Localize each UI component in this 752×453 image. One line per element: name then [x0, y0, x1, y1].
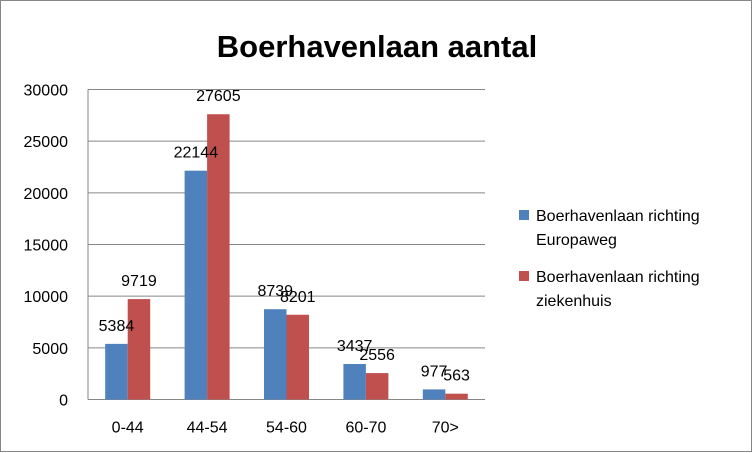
- y-tick-label: 10000: [24, 289, 69, 306]
- x-tick-label: 54-60: [266, 420, 307, 437]
- bar-ziekenhuis: [127, 299, 151, 400]
- bar-europaweg: [422, 389, 446, 400]
- x-tick-label: 44-54: [187, 420, 228, 437]
- data-label: 9719: [121, 273, 157, 290]
- y-tick-label: 15000: [24, 238, 69, 255]
- bar-europaweg: [184, 170, 208, 400]
- x-tick-label: 60-70: [345, 420, 386, 437]
- data-label: 8201: [280, 289, 316, 306]
- y-tick-label: 0: [59, 393, 68, 410]
- bar-europaweg: [343, 363, 366, 400]
- x-tick-label: 70>: [432, 420, 459, 437]
- data-label: 977: [421, 363, 448, 380]
- bar-ziekenhuis: [286, 314, 309, 400]
- legend-swatch: [519, 210, 529, 220]
- bar-ziekenhuis: [207, 114, 230, 400]
- data-label: 2556: [359, 347, 395, 364]
- data-label: 22144: [174, 145, 219, 162]
- y-tick-label: 5000: [32, 341, 68, 358]
- x-tick-label: 0-44: [112, 420, 144, 437]
- bar-ziekenhuis: [365, 373, 389, 400]
- legend-label: ziekenhuis: [536, 293, 612, 310]
- data-label: 5384: [99, 318, 135, 335]
- chart-title: Boerhavenlaan aantal: [217, 29, 537, 64]
- data-label: 27605: [196, 88, 241, 105]
- y-tick-label: 20000: [24, 186, 69, 203]
- legend-label: Europaweg: [536, 232, 617, 249]
- bar-europaweg: [105, 343, 128, 400]
- legend-label: Boerhavenlaan richting: [536, 208, 700, 225]
- legend-swatch: [519, 271, 529, 281]
- legend-label: Boerhavenlaan richting: [536, 269, 700, 286]
- data-label: 8739: [257, 283, 293, 300]
- bar-europaweg: [264, 309, 287, 400]
- data-label: 563: [443, 368, 470, 385]
- data-label: 3437: [337, 338, 373, 355]
- y-tick-label: 30000: [24, 83, 69, 100]
- y-tick-label: 25000: [24, 134, 69, 151]
- bar-ziekenhuis: [445, 393, 468, 400]
